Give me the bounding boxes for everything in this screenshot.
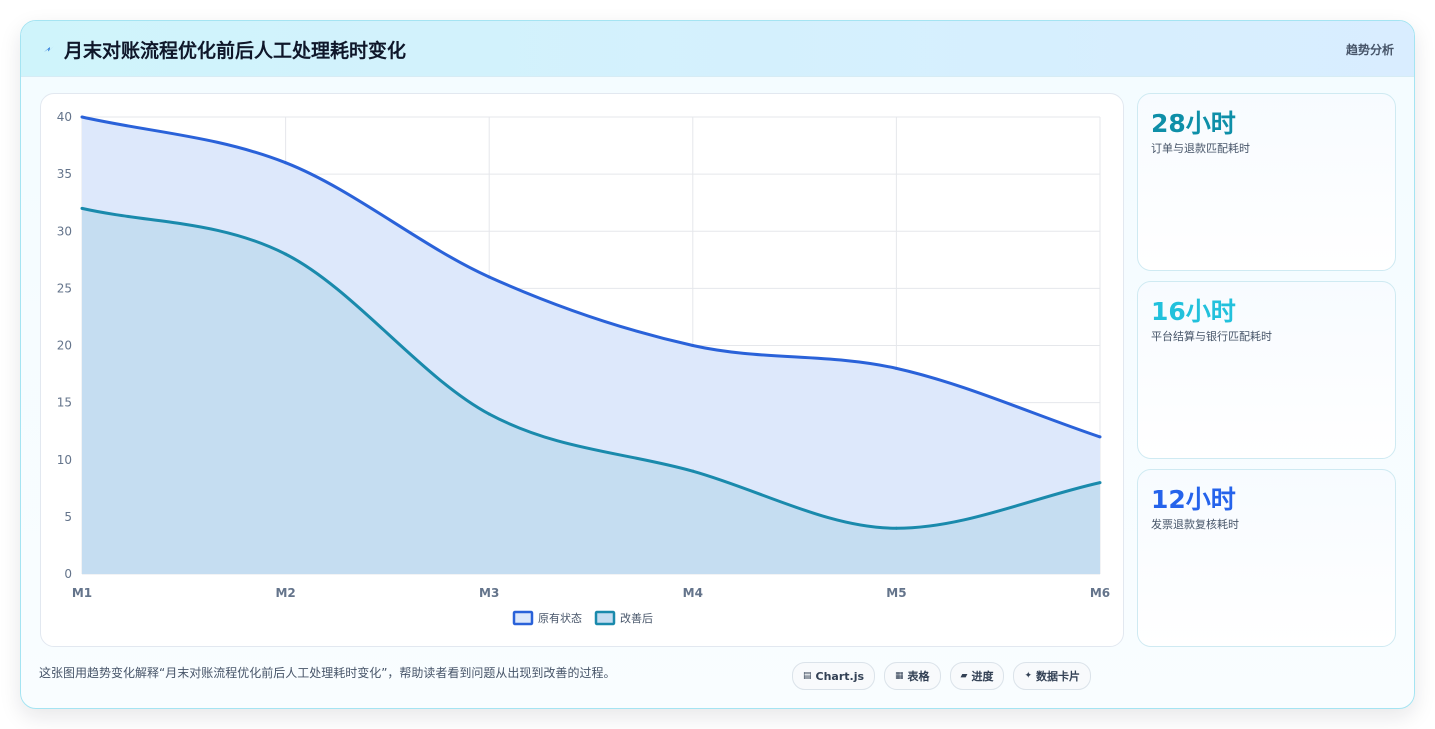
chip-table[interactable]: ▦ 表格 (884, 662, 941, 690)
series-line-2 (81, 206, 1101, 530)
x-tick-label: M6 (1090, 586, 1110, 600)
y-tick-label: 15 (57, 396, 72, 410)
chart-icon: ▤ (803, 671, 812, 681)
area-chart: 0 5 10 15 20 25 30 35 40 M1 M2 M3 M4 M5 M6 原有状态 改善后 (57, 110, 1110, 626)
data-point (894, 366, 898, 370)
data-point (487, 275, 491, 279)
series-line-1 (81, 115, 1101, 439)
chip-chartjs[interactable]: ▤ Chart.js (792, 662, 876, 690)
y-axis: 0 5 10 15 20 25 30 35 40 (57, 110, 72, 581)
series-area-2 (82, 208, 1100, 574)
x-tick-label: M2 (275, 586, 295, 600)
chip-label: 进度 (971, 670, 994, 683)
chip-data-card[interactable]: ✦ 数据卡片 (1013, 662, 1092, 690)
chart-legend: 原有状态 改善后 (512, 610, 653, 626)
y-tick-label: 30 (57, 224, 72, 238)
legend-swatch (594, 610, 616, 626)
y-tick-label: 5 (64, 510, 72, 524)
chart-panel: 0 5 10 15 20 25 30 35 40 M1 M2 M3 M4 M5 M6 原有状态 改善后 (40, 93, 1124, 647)
data-point (284, 161, 288, 165)
chip-group: ▤ Chart.js ▦ 表格 ▰ 进度 ✦ 数据卡片 (792, 662, 1092, 690)
legend-label: 改善后 (620, 611, 653, 625)
kpi-label: 平台结算与银行匹配耗时 (1151, 330, 1272, 343)
y-tick-label: 40 (57, 110, 72, 124)
data-point (1098, 481, 1102, 485)
data-point (691, 344, 695, 347)
data-point (1098, 435, 1102, 439)
x-axis: M1 M2 M3 M4 M5 M6 (72, 586, 1110, 600)
y-tick-label: 35 (57, 167, 72, 181)
page-title: 月末对账流程优化前后人工处理耗时变化 (64, 40, 407, 62)
kpi-value: 12小时 (1151, 485, 1236, 514)
y-tick-label: 25 (57, 281, 72, 295)
lightning-icon (44, 46, 54, 52)
x-tick-label: M5 (886, 586, 906, 600)
chip-progress[interactable]: ▰ 进度 (949, 662, 1005, 690)
chart-description: 这张图用趋势变化解释“月末对账流程优化前后人工处理耗时变化”，帮助读者看到问题从… (39, 666, 616, 680)
area-layer (82, 117, 1100, 574)
kpi-card-2: 16小时 平台结算与银行匹配耗时 (1137, 281, 1396, 459)
table-icon: ▦ (895, 671, 904, 681)
x-tick-label: M3 (479, 586, 499, 600)
sparkle-icon: ✦ (1024, 671, 1033, 681)
kpi-label: 发票退款复核耗时 (1151, 518, 1239, 531)
chip-label: 数据卡片 (1036, 670, 1081, 683)
legend-swatch (512, 610, 534, 626)
card-header: 月末对账流程优化前后人工处理耗时变化 趋势分析 (21, 21, 1414, 77)
data-point (894, 526, 898, 530)
kpi-value: 28小时 (1151, 109, 1236, 138)
y-tick-label: 10 (57, 453, 72, 467)
x-tick-label: M4 (683, 586, 703, 600)
line-layer (80, 115, 1102, 530)
data-point (284, 252, 288, 256)
kpi-label: 订单与退款匹配耗时 (1151, 142, 1250, 155)
progress-icon: ▰ (960, 671, 968, 681)
x-tick-label: M1 (72, 586, 92, 600)
kpi-value: 16小时 (1151, 297, 1236, 326)
data-point (80, 206, 84, 210)
y-tick-label: 20 (57, 339, 72, 353)
y-tick-label: 0 (64, 567, 72, 581)
data-point (487, 412, 491, 416)
chip-label: Chart.js (815, 669, 865, 683)
dashboard-card: 月末对账流程优化前后人工处理耗时变化 趋势分析 0 5 10 15 20 25 30 35 40… (20, 20, 1415, 709)
category-tag: 趋势分析 (1345, 43, 1394, 57)
data-point (691, 469, 695, 473)
kpi-card-1: 28小时 订单与退款匹配耗时 (1137, 93, 1396, 271)
data-point (80, 115, 84, 119)
kpi-card-3: 12小时 发票退款复核耗时 (1137, 469, 1396, 647)
chip-label: 表格 (907, 670, 930, 683)
legend-label: 原有状态 (538, 611, 582, 625)
